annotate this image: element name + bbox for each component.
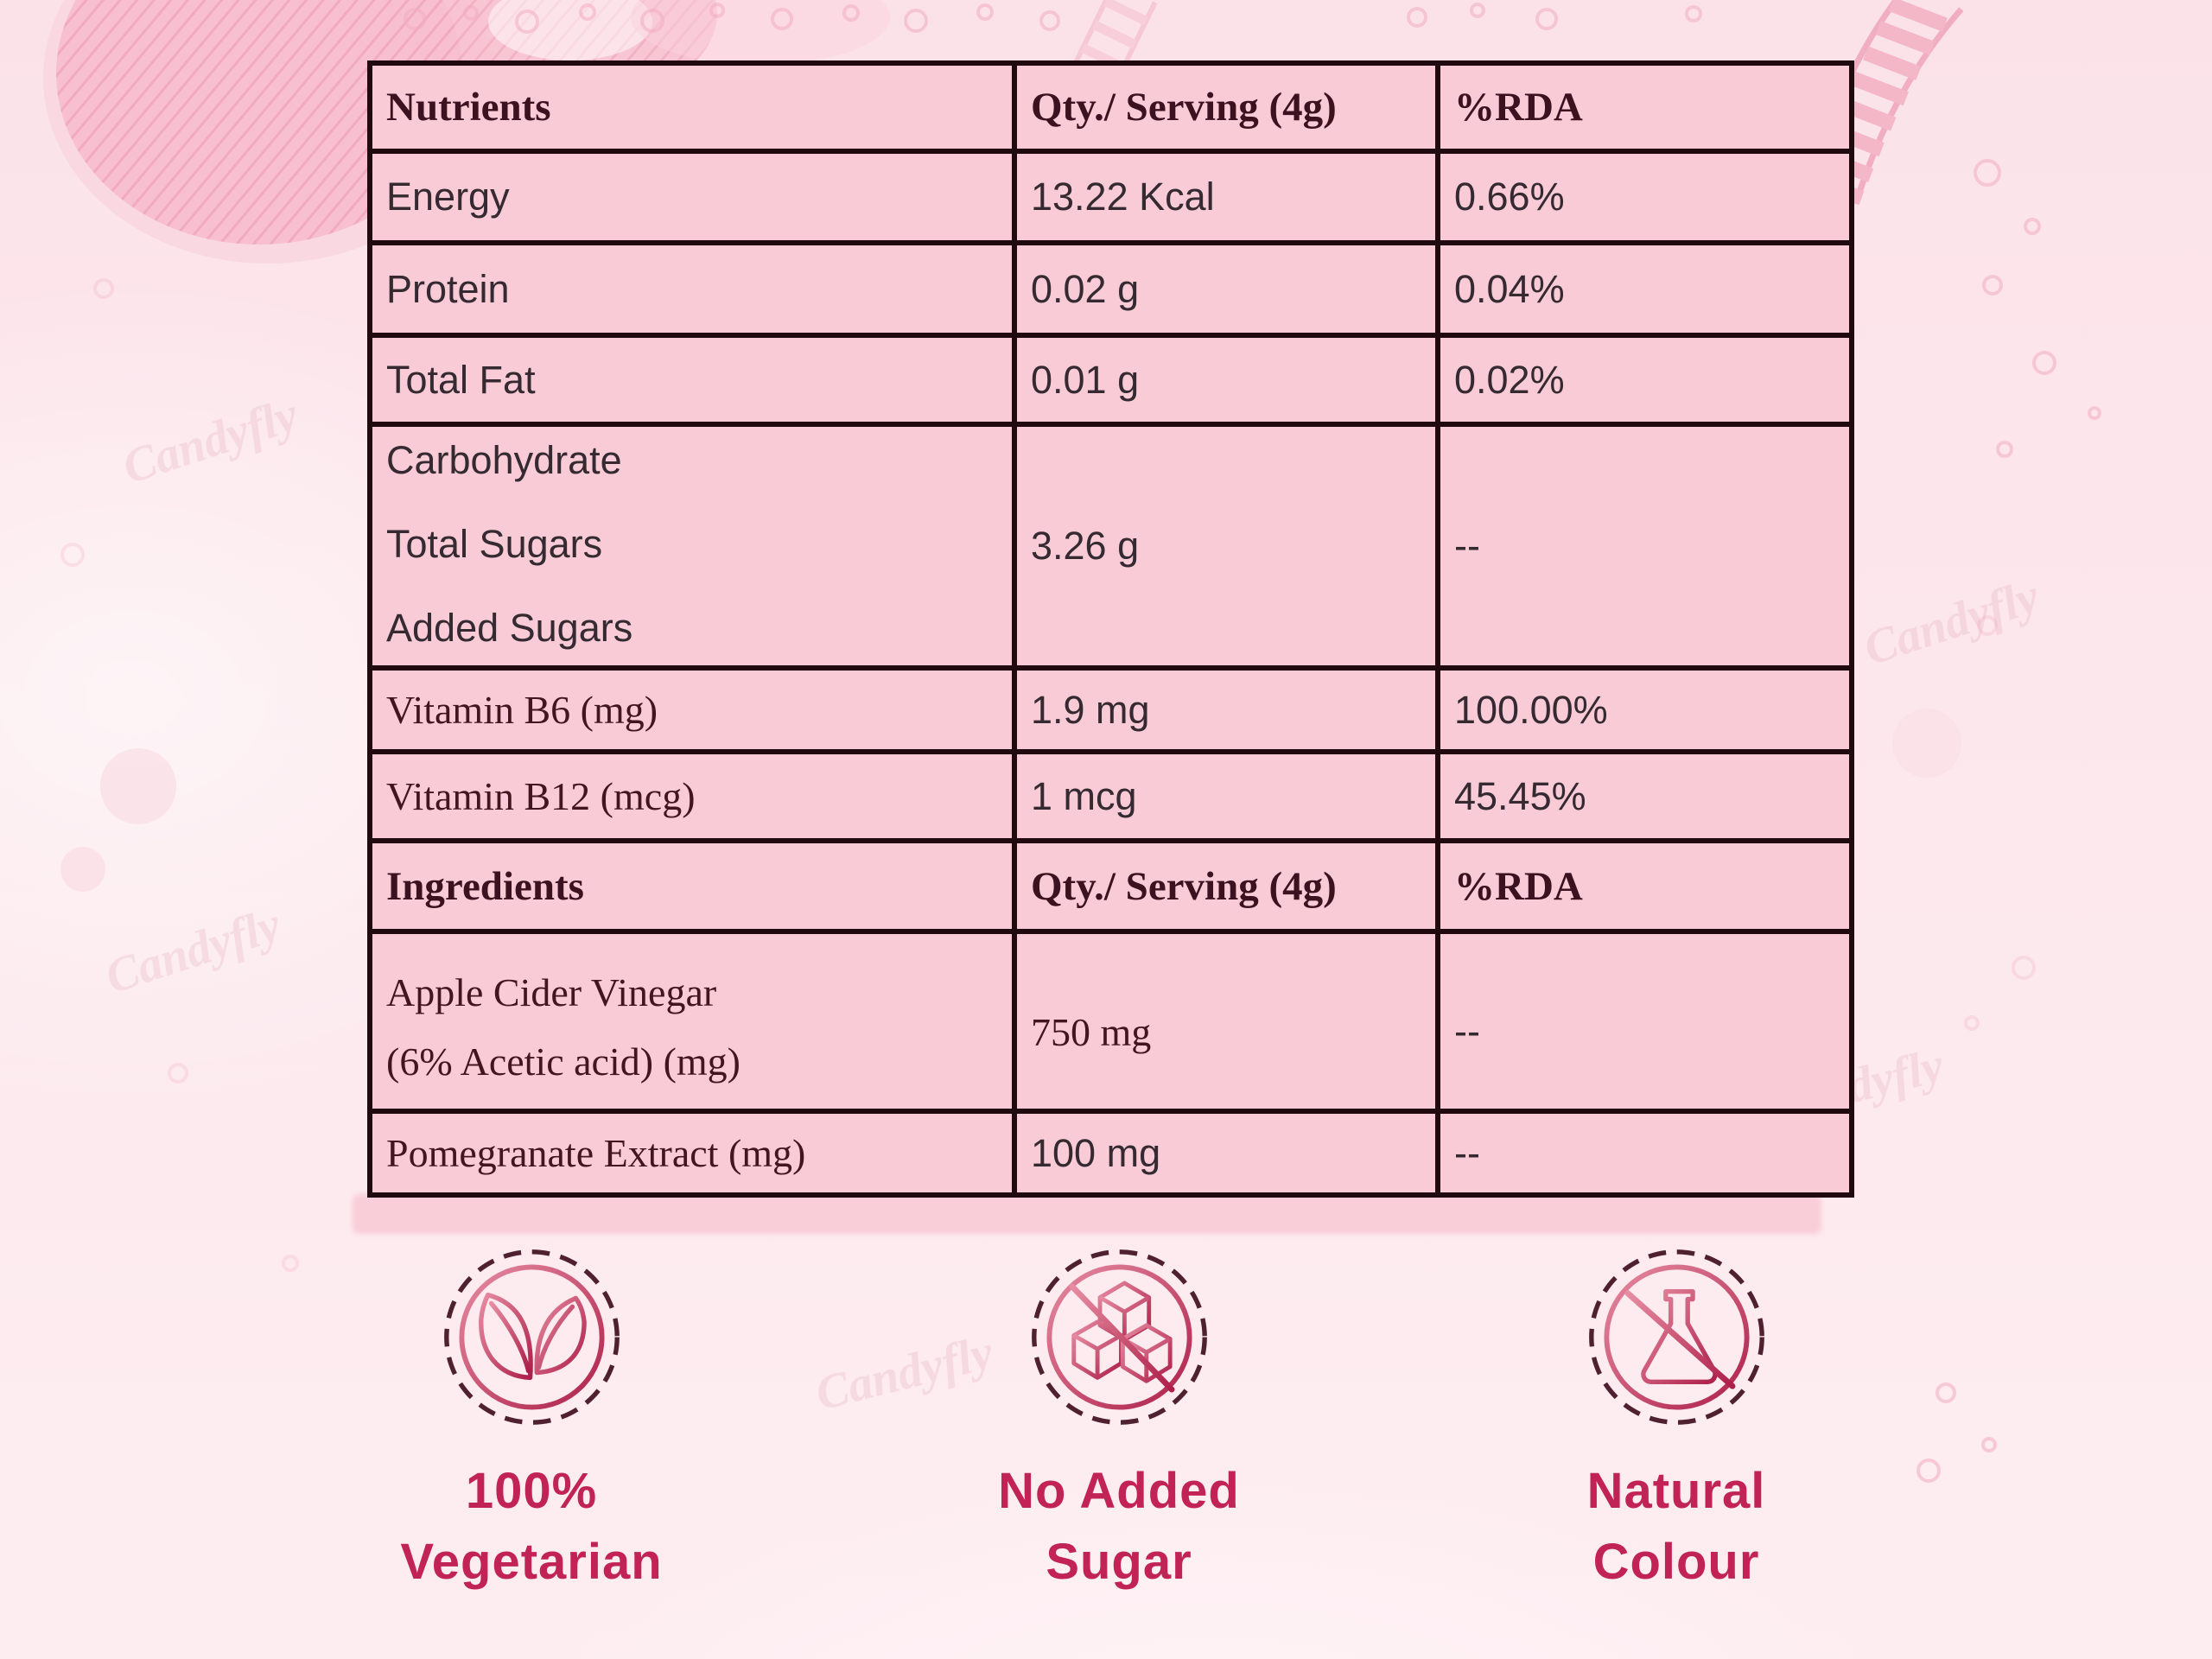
cell-label: Total Fat [367, 333, 1017, 427]
table-row: Vitamin B12 (mcg) 1 mcg 45.45% [367, 749, 1854, 843]
cell-qty: 3.26 g [1012, 422, 1440, 671]
cell-rda: -- [1435, 422, 1854, 671]
table-row: Carbohydrate Total Sugars Added Sugars 3.26… [367, 422, 1854, 671]
header-cell-2: %RDA [1435, 60, 1854, 154]
no-added-sugar-icon [1031, 1249, 1207, 1425]
badge-no-added-sugar: No Added Sugar [842, 1244, 1395, 1599]
table-row: Vitamin B6 (mg) 1.9 mg 100.00% [367, 665, 1854, 754]
badge-label-line: No Added [998, 1463, 1240, 1519]
cell-label: Energy [367, 149, 1017, 245]
cell-qty: 100 mg [1012, 1109, 1440, 1198]
table-header-row: Nutrients Qty./ Serving (4g) %RDA [367, 60, 1854, 154]
cell-rda: 100.00% [1435, 665, 1854, 754]
badge-label: 100% Vegetarian [400, 1456, 662, 1599]
cell-label-line: Apple Cider Vinegar [386, 969, 717, 1014]
cell-label: Carbohydrate Total Sugars Added Sugars [367, 422, 1017, 671]
cell-label-lines: Apple Cider Vinegar (6% Acetic acid) (mg) [386, 946, 1000, 1097]
badge-label-line: Vegetarian [400, 1534, 663, 1591]
cell-rda: 0.02% [1435, 333, 1854, 427]
cell-label: Vitamin B6 (mg) [367, 665, 1017, 754]
table-row: Total Fat 0.01 g 0.02% [367, 333, 1854, 427]
header-cell-0: Nutrients [367, 60, 1017, 154]
cell-label-lines: Carbohydrate Total Sugars Added Sugars [386, 429, 1000, 663]
table-row: Energy 13.22 Kcal 0.66% [367, 149, 1854, 245]
cell-qty: 1 mcg [1012, 749, 1440, 843]
table-drop-shadow [353, 1194, 1821, 1234]
header-cell-1: Qty./ Serving (4g) [1012, 60, 1440, 154]
cell-qty: 0.01 g [1012, 333, 1440, 427]
leaves-icon [443, 1249, 620, 1425]
cell-label: Vitamin B12 (mcg) [367, 749, 1017, 843]
header-cell-2: %RDA [1435, 838, 1854, 934]
badge-label-line: Sugar [1046, 1534, 1192, 1591]
cell-rda: 0.66% [1435, 149, 1854, 245]
cell-qty: 750 mg [1012, 929, 1440, 1114]
table-row: Protein 0.02 g 0.04% [367, 240, 1854, 338]
watermark: Candyfly [99, 898, 288, 1005]
cell-rda: -- [1435, 1109, 1854, 1198]
cell-label-line: Total Sugars [386, 522, 603, 566]
cell-rda: 0.04% [1435, 240, 1854, 338]
cell-qty: 13.22 Kcal [1012, 149, 1440, 245]
badge-label-line: Colour [1592, 1534, 1760, 1591]
header-cell-0: Ingredients [367, 838, 1017, 934]
cell-label: Protein [367, 240, 1017, 338]
badge-label: Natural Colour [1587, 1456, 1766, 1599]
table-header-row: Ingredients Qty./ Serving (4g) %RDA [367, 838, 1854, 934]
watermark: Candyfly [117, 388, 305, 495]
badge-label-line: 100% [465, 1463, 598, 1519]
badge-label-line: Natural [1586, 1463, 1766, 1519]
natural-colour-icon [1588, 1249, 1764, 1425]
cell-rda: -- [1435, 929, 1854, 1114]
header-cell-1: Qty./ Serving (4g) [1012, 838, 1440, 934]
cell-rda: 45.45% [1435, 749, 1854, 843]
table-row: Apple Cider Vinegar (6% Acetic acid) (mg)… [367, 929, 1854, 1114]
cell-label: Apple Cider Vinegar (6% Acetic acid) (mg) [367, 929, 1017, 1114]
table-row: Pomegranate Extract (mg) 100 mg -- [367, 1109, 1854, 1198]
cell-label-line: Carbohydrate [386, 438, 622, 482]
cell-qty: 1.9 mg [1012, 665, 1440, 754]
nutrition-table: Nutrients Qty./ Serving (4g) %RDA Energy 13.… [367, 60, 1854, 1198]
cell-qty: 0.02 g [1012, 240, 1440, 338]
watermark: Candyfly [1858, 569, 2046, 677]
badge-100-vegetarian: 100% Vegetarian [255, 1244, 808, 1599]
cell-label-line: Added Sugars [386, 606, 633, 650]
cell-label: Pomegranate Extract (mg) [367, 1109, 1017, 1198]
cell-label-line: (6% Acetic acid) (mg) [386, 1039, 741, 1084]
badge-label: No Added Sugar [998, 1456, 1240, 1599]
badge-natural-colour: Natural Colour [1400, 1244, 1953, 1599]
